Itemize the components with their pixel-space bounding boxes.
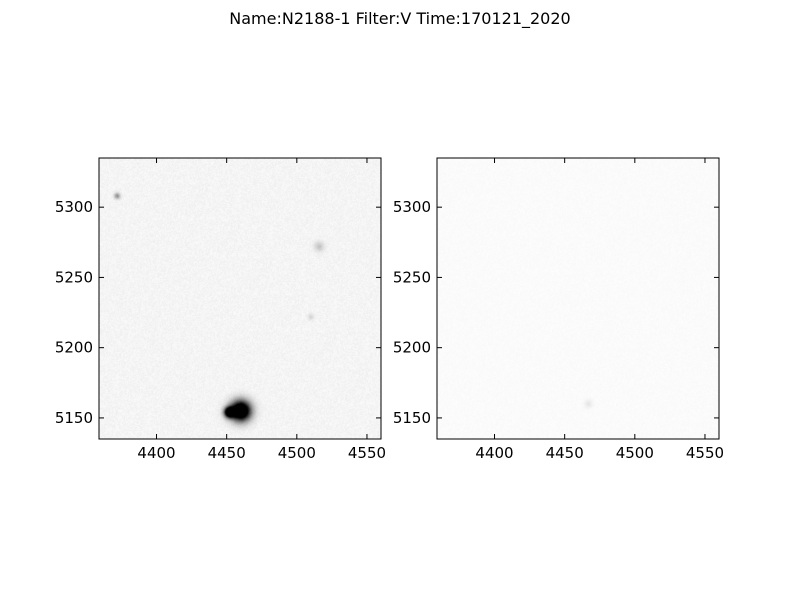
heatmap-image-2 [437, 158, 719, 439]
panel-1: 4400 4450 4500 4550 5150 5200 5250 5300 [55, 157, 386, 462]
x-tick-label: 4500 [278, 444, 316, 462]
y-tick-label: 5150 [393, 409, 431, 427]
y-tick-label: 5300 [55, 198, 93, 216]
y-tick-label: 5200 [393, 339, 431, 357]
x-tick-label: 4400 [475, 444, 513, 462]
y-tick-label: 5200 [55, 339, 93, 357]
x-tick-label: 4550 [348, 444, 386, 462]
y-tick-label: 5300 [393, 198, 431, 216]
y-tick-label: 5250 [393, 268, 431, 286]
x-tick-label: 4450 [546, 444, 584, 462]
y-tick-label: 5250 [55, 268, 93, 286]
heatmap-image-1 [99, 158, 381, 439]
axes-frame [436, 157, 720, 440]
axes-frame [98, 157, 382, 440]
x-tick-label: 4400 [137, 444, 175, 462]
x-tick-label: 4450 [208, 444, 246, 462]
x-tick-label: 4550 [686, 444, 724, 462]
x-tick-label: 4500 [616, 444, 654, 462]
y-tick-label: 5150 [55, 409, 93, 427]
figure-title: Name:N2188-1 Filter:V Time:170121_2020 [229, 9, 571, 28]
panel-2: 4400 4450 4500 4550 5150 5200 5250 5300 [393, 157, 724, 462]
